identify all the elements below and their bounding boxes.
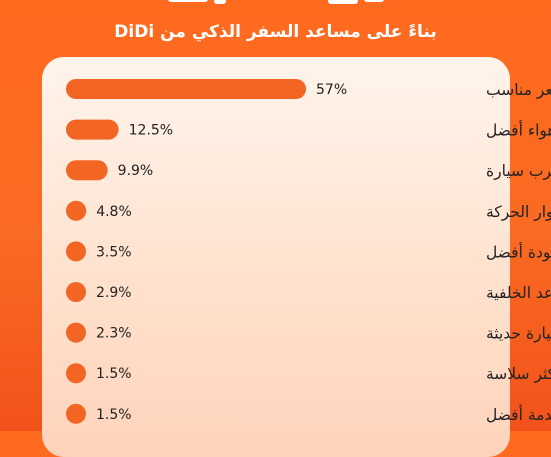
bar-8 <box>66 403 86 424</box>
value-label-2: 9.9% <box>118 163 154 179</box>
chart-card <box>42 57 510 457</box>
bar-3 <box>66 200 87 221</box>
value-label-5: 2.9% <box>96 285 132 301</box>
value-label-4: 3.5% <box>96 244 132 260</box>
bar-chart: 57% سريعة وبسعر مناسب 12.5% جودة هواء أفضل 9… <box>66 79 551 424</box>
category-label-2: أقرب سيارة <box>486 160 551 180</box>
category-label-4: سيارة بجودة أفضل <box>486 241 551 261</box>
bar-0 <box>66 79 306 99</box>
category-label-6: سيارة حديثة <box>486 325 551 343</box>
bar-5 <box>66 282 86 302</box>
bar-4 <box>66 241 86 262</box>
chart-subtitle: بناءً على مساعد السفر الذكي من DiDi <box>114 22 437 42</box>
value-label-3: 4.8% <box>96 204 132 220</box>
bar-7 <box>66 363 86 384</box>
category-label-0: سريعة وبسعر مناسب <box>486 81 551 100</box>
category-label-1: جودة هواء أفضل <box>486 120 551 140</box>
value-label-7: 1.5% <box>96 366 132 382</box>
value-label-6: 2.3% <box>96 326 132 342</box>
category-label-8: خدمة أفضل <box>486 404 551 424</box>
category-label-3: مراعاة دوار الحركة <box>486 203 551 222</box>
value-label-8: 1.5% <box>96 407 132 423</box>
bar-1 <box>66 119 119 140</box>
value-label-1: 12.5% <box>129 123 173 139</box>
bar-6 <box>66 322 86 343</box>
value-label-0: 57% <box>316 82 347 98</box>
bar-2 <box>66 160 108 181</box>
category-label-7: رحلة أكثر سلاسة <box>486 363 551 383</box>
category-label-5: مساحة أكبر في المقاعد الخلفية <box>486 282 551 303</box>
title-remnant <box>0 0 551 6</box>
